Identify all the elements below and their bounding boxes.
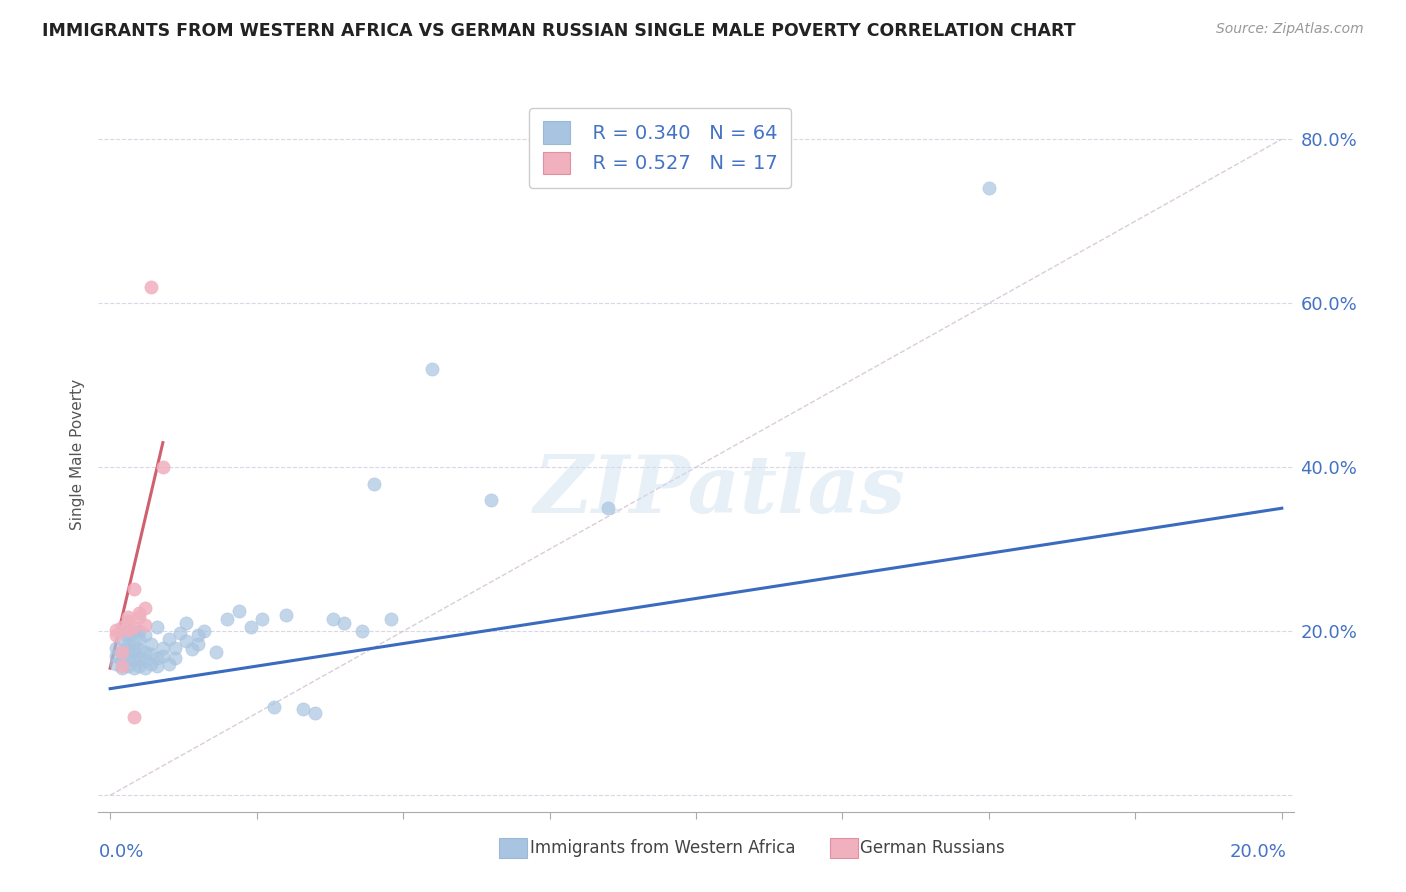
Point [111, 661, 134, 675]
Point [146, 658, 169, 673]
Point [122, 624, 145, 639]
Point [111, 645, 134, 659]
Text: IMMIGRANTS FROM WESTERN AFRICA VS GERMAN RUSSIAN SINGLE MALE POVERTY CORRELATION: IMMIGRANTS FROM WESTERN AFRICA VS GERMAN… [42, 22, 1076, 40]
Point [363, 476, 385, 491]
Point [117, 615, 139, 629]
Point [163, 650, 186, 665]
Point [187, 636, 209, 650]
Point [122, 636, 145, 650]
Point [274, 607, 297, 622]
Point [122, 582, 145, 596]
Point [322, 612, 344, 626]
Y-axis label: Single Male Poverty: Single Male Poverty [70, 379, 86, 531]
Point [122, 661, 145, 675]
Point [117, 650, 139, 665]
Point [157, 657, 180, 671]
Point [117, 642, 139, 657]
Point [128, 624, 150, 639]
Point [146, 620, 169, 634]
Point [122, 710, 145, 724]
Point [239, 620, 262, 634]
Point [117, 609, 139, 624]
Point [134, 661, 156, 675]
Point [304, 706, 326, 721]
Point [117, 628, 139, 642]
Point [111, 658, 134, 673]
Text: Source: ZipAtlas.com: Source: ZipAtlas.com [1216, 22, 1364, 37]
Text: 0.0%: 0.0% [98, 843, 143, 861]
Point [152, 648, 174, 663]
Point [217, 612, 239, 626]
Point [263, 699, 285, 714]
Point [169, 626, 191, 640]
Point [105, 623, 128, 637]
Point [128, 632, 150, 647]
Point [228, 604, 250, 618]
Point [174, 634, 197, 648]
Point [187, 628, 209, 642]
Point [163, 640, 186, 655]
Point [193, 624, 215, 639]
Point [117, 623, 139, 637]
Point [105, 628, 128, 642]
Point [111, 632, 134, 647]
Point [128, 658, 150, 673]
Point [422, 361, 444, 376]
Point [122, 620, 145, 634]
Point [111, 653, 134, 667]
Point [204, 645, 226, 659]
Point [128, 609, 150, 624]
Text: 20.0%: 20.0% [1230, 843, 1286, 861]
Point [128, 606, 150, 620]
Point [105, 648, 128, 663]
Point [117, 636, 139, 650]
Point [134, 653, 156, 667]
Point [134, 601, 156, 615]
Point [596, 501, 619, 516]
Text: ZIPatlas: ZIPatlas [534, 452, 905, 529]
Point [105, 657, 128, 671]
Point [111, 645, 134, 659]
Point [977, 181, 1000, 195]
Point [141, 647, 163, 661]
Point [122, 653, 145, 667]
Text: German Russians: German Russians [860, 839, 1005, 857]
Point [181, 642, 204, 657]
Point [141, 636, 163, 650]
Point [292, 702, 315, 716]
Legend:   R = 0.340   N = 64,   R = 0.527   N = 17: R = 0.340 N = 64, R = 0.527 N = 17 [529, 108, 792, 187]
Point [117, 658, 139, 673]
Point [157, 632, 180, 647]
Point [134, 645, 156, 659]
Point [333, 616, 356, 631]
Point [479, 493, 502, 508]
Point [174, 616, 197, 631]
Point [122, 645, 145, 659]
Point [352, 624, 374, 639]
Point [141, 657, 163, 671]
Point [380, 612, 402, 626]
Point [134, 628, 156, 642]
Point [152, 460, 174, 475]
Point [146, 650, 169, 665]
Point [252, 612, 274, 626]
Point [152, 640, 174, 655]
Point [128, 650, 150, 665]
Point [105, 640, 128, 655]
Text: Immigrants from Western Africa: Immigrants from Western Africa [530, 839, 796, 857]
Point [128, 642, 150, 657]
Point [111, 620, 134, 634]
Point [141, 279, 163, 293]
Point [117, 624, 139, 639]
Point [134, 617, 156, 632]
